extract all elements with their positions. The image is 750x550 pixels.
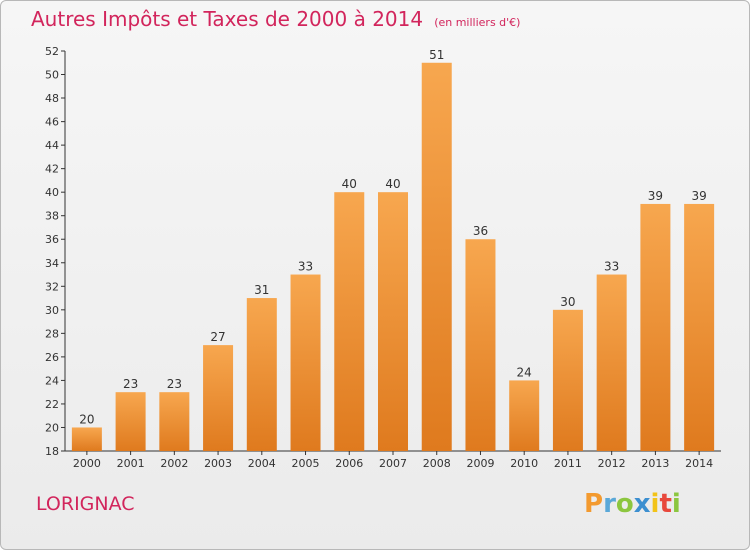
x-tick-label: 2011 — [554, 457, 582, 470]
data-label: 23 — [167, 377, 182, 391]
x-tick-label: 2008 — [423, 457, 451, 470]
bar — [509, 380, 540, 451]
data-label: 30 — [560, 295, 575, 309]
chart-axes: 18 20 22 24 26 28 30 32 34 36 38 40 42 44 46 48 50 52 2000… — [45, 45, 721, 470]
data-label: 23 — [123, 377, 138, 391]
y-tick-label: 46 — [45, 116, 59, 129]
bar — [290, 274, 321, 451]
x-tick-label: 2004 — [248, 457, 276, 470]
y-tick-label: 32 — [45, 280, 59, 293]
bar — [684, 203, 715, 451]
x-tick-label: 2001 — [117, 457, 145, 470]
bar — [115, 392, 146, 451]
y-tick-label: 28 — [45, 327, 59, 340]
x-tick-label: 2013 — [641, 457, 669, 470]
x-tick-label: 2003 — [204, 457, 232, 470]
bar — [465, 239, 496, 451]
bar — [159, 392, 190, 451]
y-tick-label: 44 — [45, 139, 59, 152]
y-tick-label: 38 — [45, 210, 59, 223]
chart-title: Autres Impôts et Taxes de 2000 à 2014 — [31, 7, 424, 31]
y-tick-label: 42 — [45, 163, 59, 176]
bar — [596, 274, 627, 451]
logo-letter: P — [584, 489, 604, 519]
logo-letter: x — [633, 489, 651, 519]
data-label: 31 — [254, 283, 269, 297]
data-label: 24 — [517, 365, 532, 379]
x-tick-label: 2010 — [510, 457, 538, 470]
bar — [71, 427, 102, 451]
x-tick-label: 2000 — [73, 457, 101, 470]
data-label: 33 — [298, 260, 313, 274]
logo-letter: i — [671, 489, 681, 519]
bar — [640, 203, 671, 451]
x-tick-label: 2006 — [335, 457, 363, 470]
bar — [378, 192, 408, 452]
data-label: 33 — [604, 260, 619, 274]
y-tick-label: 34 — [45, 257, 59, 270]
y-tick-label: 36 — [45, 233, 59, 246]
proxiti-logo: Proxiti — [584, 489, 681, 519]
bar — [246, 298, 277, 451]
chart-title-block: Autres Impôts et Taxes de 2000 à 2014 (e… — [31, 7, 520, 31]
data-label: 39 — [648, 189, 663, 203]
logo-letter: t — [659, 489, 672, 519]
bar — [203, 345, 234, 451]
chart-bars — [71, 62, 715, 452]
data-label: 51 — [429, 48, 444, 62]
y-tick-label: 50 — [45, 69, 59, 82]
x-tick-label: 2014 — [685, 457, 713, 470]
x-tick-label: 2002 — [160, 457, 188, 470]
commune-name: LORIGNAC — [36, 493, 135, 515]
y-tick-label: 20 — [45, 421, 59, 434]
bar — [421, 62, 452, 451]
data-label: 39 — [691, 189, 706, 203]
chart-subtitle: (en milliers d'€) — [434, 16, 521, 29]
data-label: 20 — [79, 412, 94, 426]
y-tick-label: 22 — [45, 398, 59, 411]
data-label: 36 — [473, 224, 488, 238]
bar — [552, 309, 583, 451]
logo-letter: o — [615, 489, 634, 519]
y-tick-label: 24 — [45, 374, 59, 387]
x-tick-label: 2005 — [292, 457, 320, 470]
logo-letter: r — [603, 489, 616, 519]
x-tick-label: 2012 — [598, 457, 626, 470]
logo-letter: i — [650, 489, 660, 519]
y-tick-label: 40 — [45, 186, 59, 199]
chart-data-labels: 20 23 23 27 31 33 40 40 51 36 24 30 33 39 39 — [79, 48, 707, 427]
data-label: 40 — [385, 177, 400, 191]
y-tick-label: 26 — [45, 351, 59, 364]
y-tick-label: 52 — [45, 45, 59, 58]
y-tick-label: 48 — [45, 92, 59, 105]
x-tick-label: 2009 — [466, 457, 494, 470]
bar — [334, 192, 365, 452]
data-label: 27 — [210, 330, 225, 344]
y-tick-label: 18 — [45, 445, 59, 458]
data-label: 40 — [342, 177, 357, 191]
y-tick-label: 30 — [45, 304, 59, 317]
x-tick-label: 2007 — [379, 457, 407, 470]
